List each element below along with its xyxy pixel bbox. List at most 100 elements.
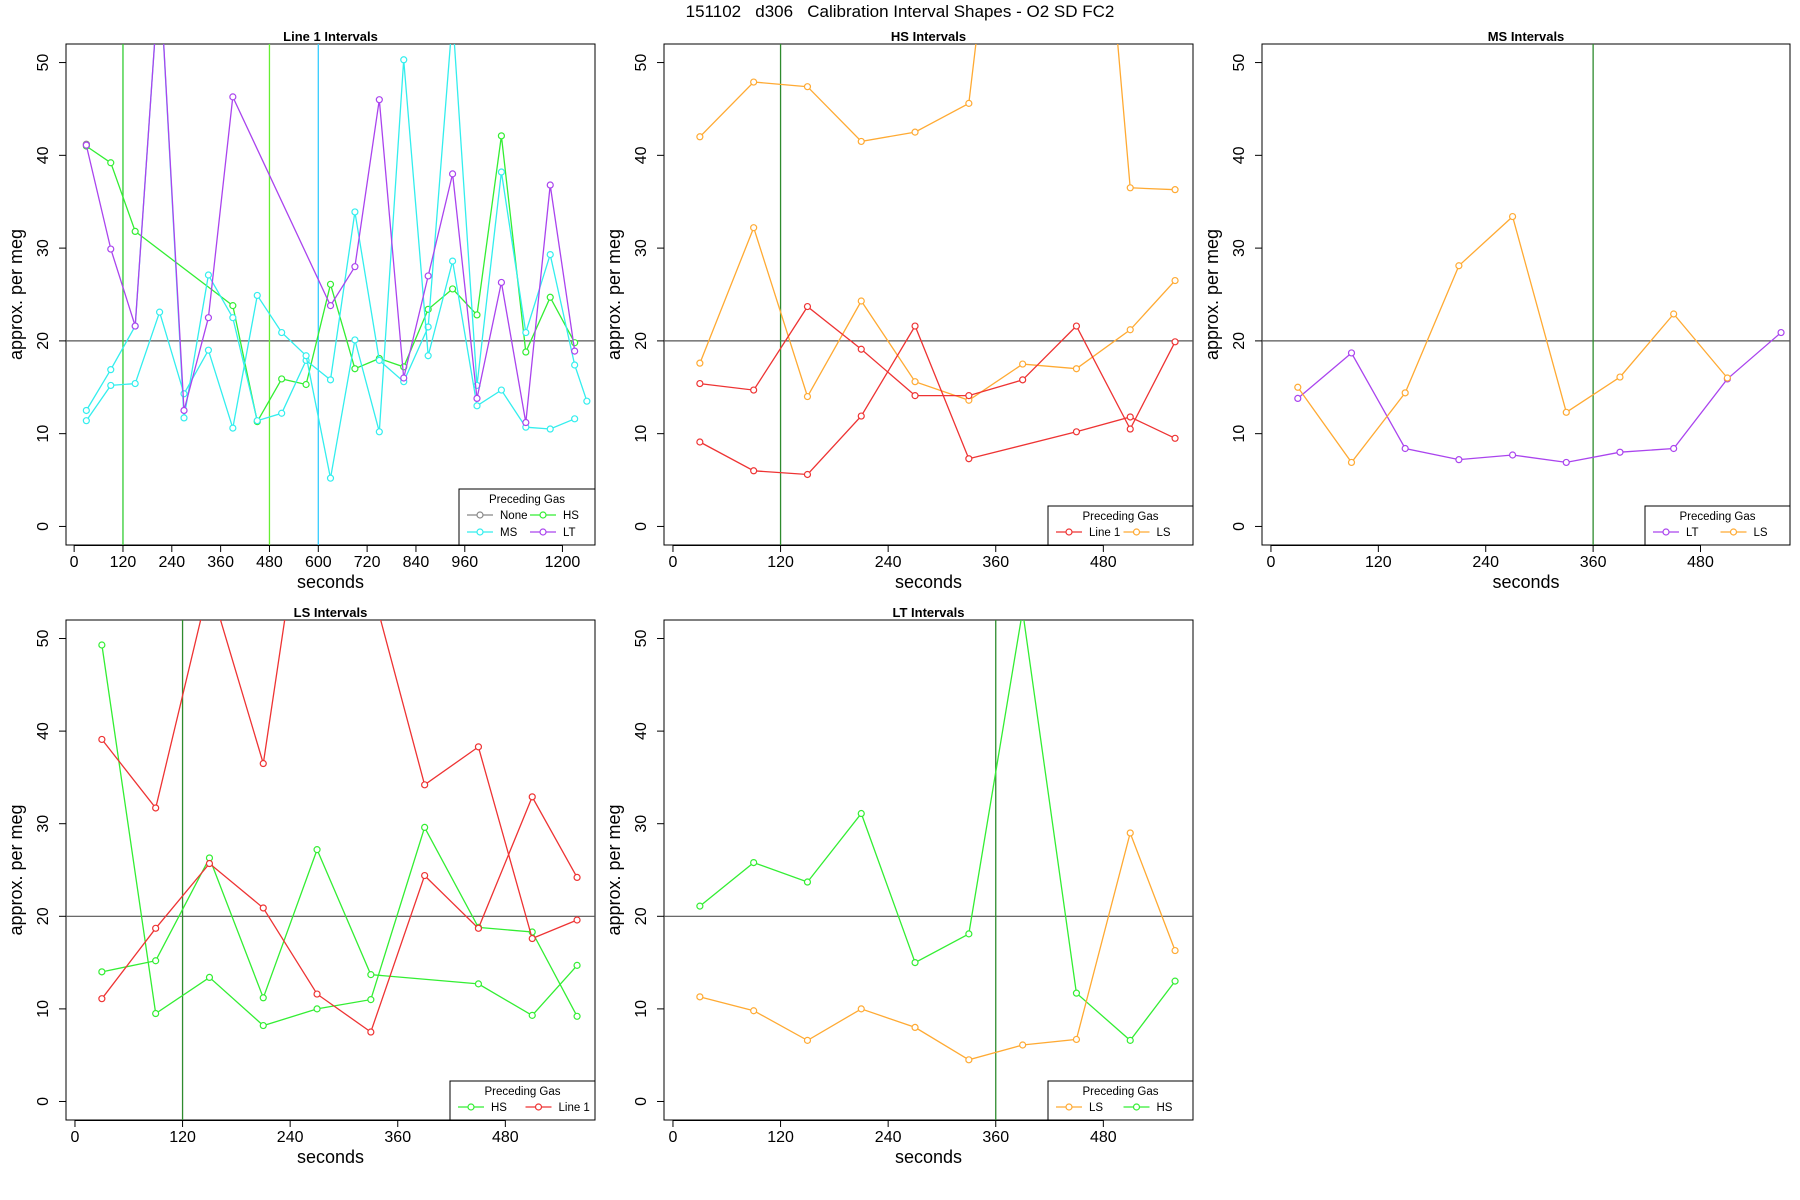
- data-point: [571, 361, 579, 369]
- data-point: [750, 467, 758, 475]
- x-tick-label: 0: [71, 1129, 80, 1146]
- series-line: [1297, 215, 1728, 464]
- legend-box: [1644, 505, 1791, 546]
- data-point: [367, 971, 375, 979]
- data-point: [421, 781, 429, 789]
- data-point: [1562, 458, 1570, 467]
- x-axis-label: seconds: [297, 1147, 364, 1167]
- plot-frame: [65, 43, 596, 546]
- y-tick-label: 30: [633, 815, 650, 833]
- legend-title: Preceding Gas: [484, 1086, 560, 1098]
- x-tick-label: 360: [384, 1129, 411, 1146]
- data-point: [750, 858, 758, 867]
- data-point: [857, 297, 865, 305]
- x-tick-label: 0: [669, 554, 678, 571]
- y-tick-label: 30: [1231, 239, 1248, 257]
- y-tick-label: 0: [633, 522, 650, 531]
- data-point: [1171, 338, 1179, 346]
- x-tick-label: 240: [875, 1129, 902, 1146]
- data-point: [180, 414, 188, 422]
- data-point: [1777, 328, 1785, 337]
- data-point: [1072, 1035, 1081, 1044]
- panel-title: LT Intervals: [892, 605, 964, 620]
- data-point: [474, 743, 483, 751]
- data-point: [1294, 383, 1302, 391]
- data-point: [803, 392, 812, 401]
- plot-area: [664, 620, 1193, 1120]
- data-point: [546, 293, 554, 301]
- y-tick-label: 10: [633, 1000, 650, 1018]
- data-point: [400, 56, 408, 64]
- data-point: [229, 93, 237, 101]
- data-point: [911, 958, 919, 967]
- x-tick-label: 360: [207, 554, 234, 571]
- data-point: [857, 1005, 865, 1013]
- data-point: [253, 291, 261, 300]
- panel-title: LS Intervals: [294, 605, 368, 620]
- data-point: [1562, 408, 1570, 416]
- data-point: [965, 392, 973, 400]
- plot-area: [66, 44, 595, 545]
- data-point: [180, 390, 188, 398]
- data-point: [98, 641, 106, 649]
- y-tick-label: 50: [633, 54, 650, 72]
- legend-box: [449, 1080, 596, 1121]
- legend-entry-label: LT: [563, 527, 576, 539]
- y-tick-label: 20: [633, 332, 650, 350]
- x-tick-label: 120: [1365, 554, 1392, 571]
- series-line: [101, 644, 578, 1027]
- data-point: [474, 980, 483, 988]
- data-point: [696, 359, 704, 367]
- data-point: [528, 1011, 536, 1019]
- data-point: [253, 417, 261, 425]
- legend-swatch-marker: [539, 528, 547, 536]
- data-point: [131, 227, 139, 236]
- plot-frame: [663, 619, 1194, 1121]
- data-point: [206, 580, 212, 586]
- data-point: [573, 961, 581, 969]
- x-tick-label: 0: [669, 1129, 678, 1146]
- data-point: [497, 168, 506, 176]
- series-line: [85, 59, 575, 479]
- data-point: [1670, 310, 1678, 318]
- data-point: [98, 995, 106, 1003]
- data-point: [1508, 451, 1517, 459]
- data-point: [229, 424, 237, 432]
- legend-entry-label: LS: [1089, 1102, 1103, 1114]
- data-point: [1126, 425, 1134, 433]
- data-point: [155, 308, 164, 316]
- data-point: [1171, 977, 1179, 985]
- data-point: [313, 990, 321, 998]
- legend-title: Preceding Gas: [1082, 1086, 1158, 1098]
- legend-swatch-marker: [1132, 1103, 1141, 1111]
- data-point: [528, 934, 536, 943]
- plot-area: [66, 580, 595, 1120]
- data-point: [522, 348, 530, 356]
- legend: Preceding Gas None HS MS LT: [458, 488, 596, 546]
- data-point: [803, 470, 812, 479]
- data-point: [497, 386, 506, 394]
- data-point: [1294, 394, 1302, 403]
- y-tick-label: 50: [1231, 54, 1248, 72]
- y-axis-label: approx. per meg: [604, 229, 624, 360]
- x-tick-label: 360: [982, 554, 1009, 571]
- x-tick-label: 840: [403, 554, 430, 571]
- legend-entry-label: LS: [1157, 527, 1171, 539]
- data-point: [1401, 389, 1409, 397]
- data-point: [82, 406, 90, 415]
- data-point: [803, 1036, 812, 1044]
- data-point: [573, 1012, 581, 1020]
- y-tick-label: 50: [35, 54, 52, 72]
- data-point: [857, 345, 865, 353]
- x-tick-label: 480: [256, 554, 283, 571]
- series-line: [85, 44, 588, 422]
- legend-swatch-marker: [476, 511, 484, 519]
- data-point: [326, 474, 335, 482]
- legend-entry-label: HS: [563, 510, 579, 522]
- data-point: [857, 809, 865, 818]
- series-line: [699, 620, 1176, 1042]
- y-tick-label: 20: [35, 332, 52, 350]
- data-point: [522, 328, 530, 337]
- data-point: [287, 580, 293, 586]
- data-point: [421, 823, 429, 832]
